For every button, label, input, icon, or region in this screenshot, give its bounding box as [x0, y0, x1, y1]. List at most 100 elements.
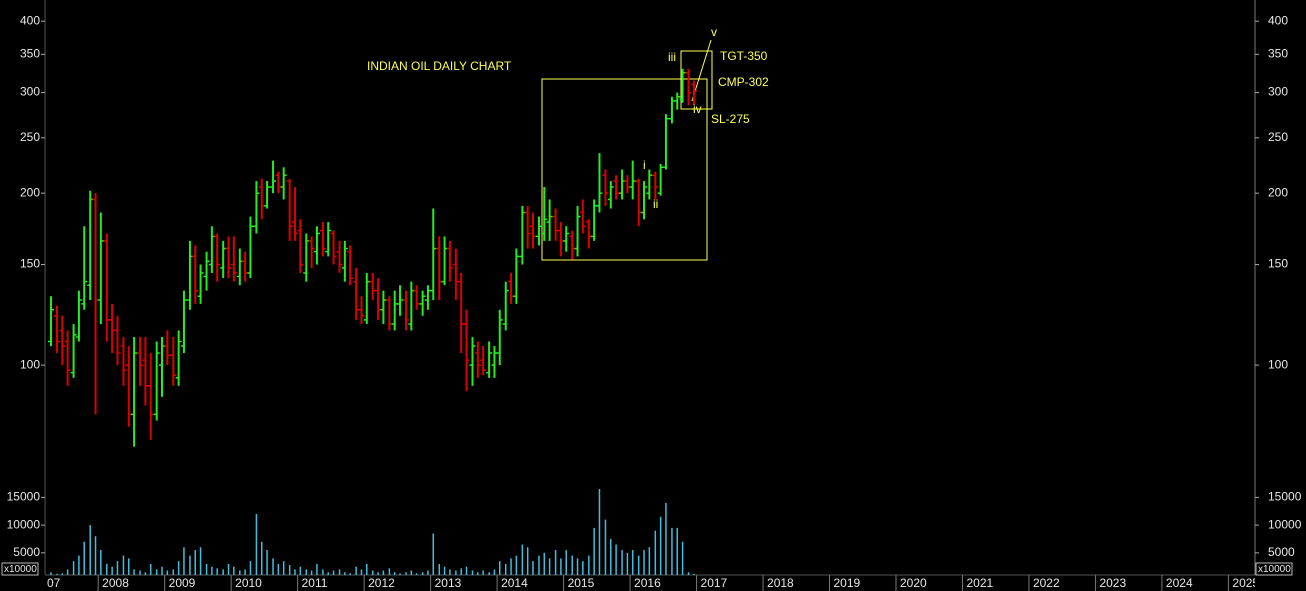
volume-bar [659, 516, 662, 575]
volume-bar [548, 558, 551, 575]
unit-label: x10000 [1258, 564, 1291, 575]
volume-bar [327, 572, 329, 575]
ohlc-bar [363, 272, 370, 325]
ohlc-bar [502, 281, 509, 331]
volume-bar [172, 569, 175, 575]
ohlc-bar [225, 236, 232, 279]
volume-bar [565, 550, 567, 575]
ohlc-bar [397, 285, 404, 316]
volume-bar [144, 572, 147, 575]
volume-bar [560, 558, 562, 575]
chart-title: INDIAN OIL DAILY CHART [367, 59, 512, 73]
x-tick-label: 2020 [900, 576, 927, 590]
ohlc-bar [64, 330, 71, 386]
x-tick-label: 2023 [1099, 576, 1126, 590]
ohlc-bar [469, 337, 476, 386]
volume-bar [288, 565, 291, 575]
ohlc-bar [97, 212, 104, 325]
ohlc-bar [192, 245, 199, 304]
ohlc-bar [53, 305, 60, 354]
ohlc-bar [81, 226, 88, 310]
target-box [680, 50, 713, 110]
volume-bar [604, 519, 607, 575]
volume-bar [515, 555, 518, 575]
volume-bar [332, 570, 335, 575]
volume-bar [593, 527, 595, 575]
ohlc-bar [629, 160, 636, 200]
volume-bar [588, 555, 590, 575]
ohlc-bar [297, 219, 304, 273]
y-tick-label: 350 [20, 47, 40, 61]
volume-bar [72, 561, 75, 575]
volume-bar [344, 572, 346, 575]
volume-bar [50, 572, 52, 575]
y-tick-label: 150 [20, 257, 40, 271]
volume-bar [615, 544, 617, 575]
y-tick-label: 250 [20, 130, 40, 144]
annotation: v [711, 25, 717, 39]
volume-bar [471, 570, 474, 575]
x-tick-label: 07 [47, 576, 61, 590]
ohlc-bar [59, 315, 66, 366]
volume-bar [382, 570, 385, 575]
ohlc-bar [403, 290, 410, 331]
ohlc-bar [264, 181, 271, 209]
volume-bar [543, 552, 546, 575]
ohlc-bar [120, 337, 127, 386]
x-tick-label: 2011 [302, 576, 328, 590]
y-tick-label: 400 [1268, 13, 1288, 27]
ohlc-bar [679, 68, 686, 103]
x-tick-label: 2018 [767, 576, 794, 590]
ohlc-bar [579, 199, 586, 234]
volume-bar [443, 566, 446, 575]
volume-bar [233, 566, 235, 575]
volume-bar [294, 569, 296, 575]
ohlc-bar [574, 205, 581, 257]
volume-bar [322, 569, 324, 575]
ohlc-bar [662, 114, 669, 170]
annotation: TGT-350 [720, 49, 768, 63]
y-tick-label: 10000 [1268, 517, 1302, 531]
ohlc-bar [47, 296, 54, 347]
ohlc-bar [70, 324, 77, 378]
volume-bar [621, 550, 623, 575]
volume-bar [299, 566, 302, 575]
ohlc-bar [75, 290, 82, 342]
x-tick-label: 2025 [1232, 576, 1259, 590]
volume-bar [460, 568, 462, 575]
ohlc-bar [613, 175, 620, 200]
volume-bar [681, 541, 684, 575]
volume-bar [498, 561, 501, 575]
volume-bar [166, 570, 169, 575]
volume-bar [372, 570, 374, 575]
ohlc-bar [546, 199, 553, 241]
ohlc-bar [153, 341, 160, 421]
volume-bar [106, 563, 108, 575]
ohlc-bar [253, 181, 260, 234]
ohlc-bar [358, 296, 365, 325]
ohlc-bar [203, 251, 210, 291]
volume-bar [211, 566, 213, 575]
volume-bar [482, 570, 484, 575]
ohlc-bar [685, 68, 692, 106]
ohlc-bar [541, 187, 548, 241]
volume-bar [377, 572, 379, 575]
annotation: ii [653, 197, 658, 211]
volume-bar [415, 573, 418, 575]
volume-bar [388, 568, 391, 575]
ohlc-bar [313, 226, 320, 265]
ohlc-bar [674, 92, 681, 110]
volume-bar [194, 550, 197, 575]
volume-bar [421, 572, 424, 575]
volume-bar [199, 547, 202, 575]
ohlc-bar [175, 330, 182, 386]
volume-bar [133, 569, 135, 575]
volume-bar [676, 527, 679, 575]
ohlc-bar [214, 233, 221, 282]
ohlc-bar [164, 330, 171, 366]
volume-bar [626, 552, 629, 575]
y-tick-label: 250 [1268, 130, 1288, 144]
y-tick-label: 400 [20, 13, 40, 27]
x-tick-labels: 07 2008 2009 2010 2011 2012 2013 2014 2015 2016 20… [47, 576, 1259, 590]
